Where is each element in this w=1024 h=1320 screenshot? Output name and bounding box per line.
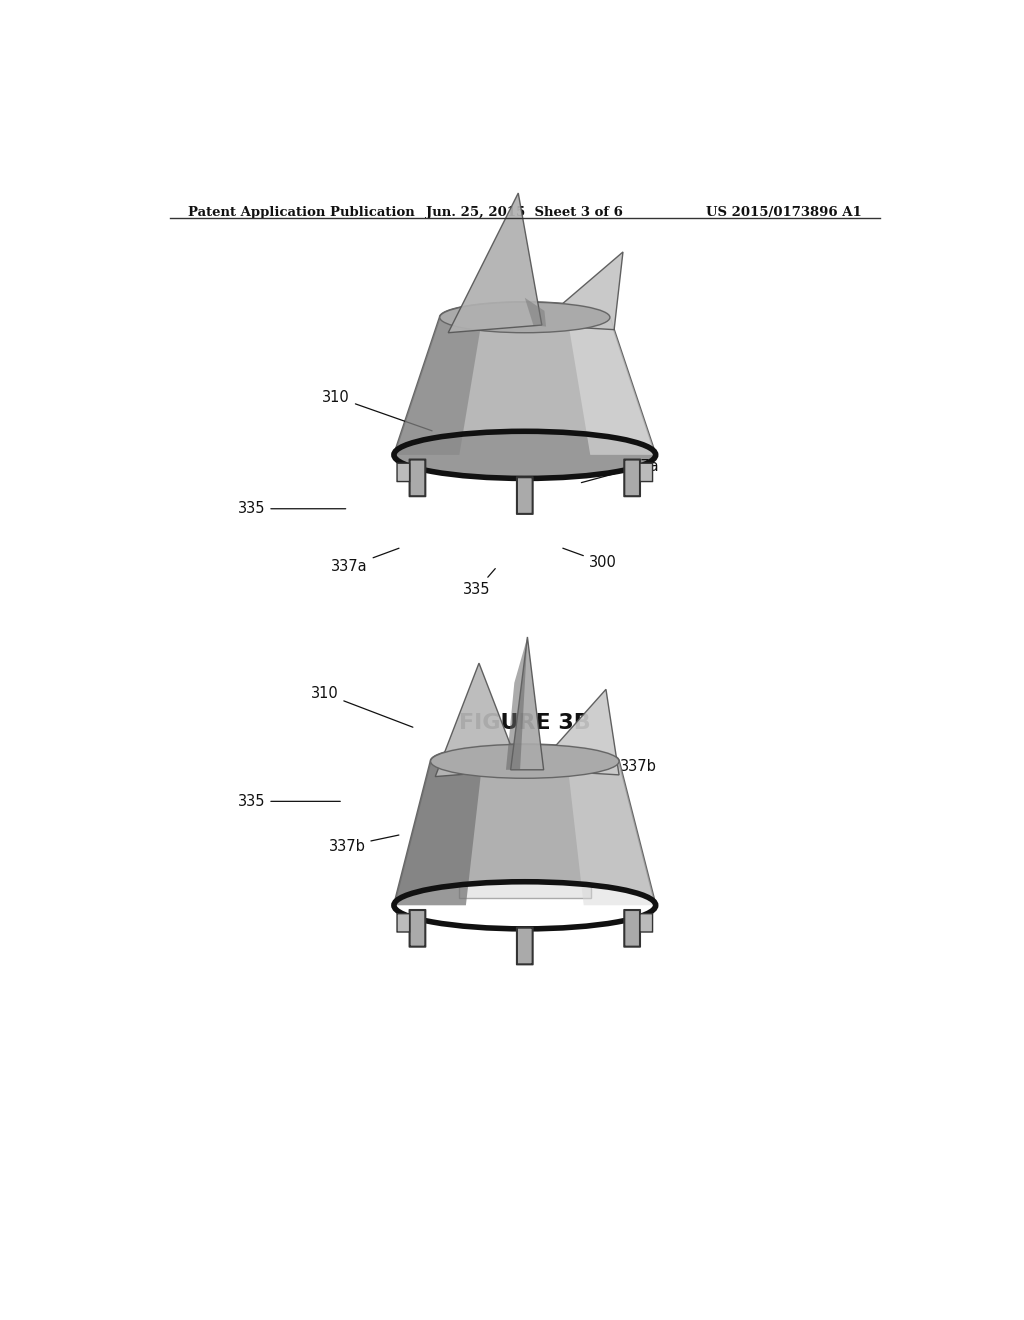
Polygon shape bbox=[394, 317, 482, 455]
FancyBboxPatch shape bbox=[397, 913, 410, 932]
Text: FIGURE 3A: FIGURE 3A bbox=[459, 327, 591, 347]
Text: 337b: 337b bbox=[582, 759, 656, 776]
FancyBboxPatch shape bbox=[625, 459, 640, 496]
Text: 337b: 337b bbox=[329, 836, 399, 854]
FancyBboxPatch shape bbox=[517, 928, 532, 965]
Text: 335: 335 bbox=[238, 502, 346, 516]
Polygon shape bbox=[524, 298, 546, 326]
Text: 310: 310 bbox=[323, 389, 432, 430]
Polygon shape bbox=[506, 638, 527, 770]
Polygon shape bbox=[459, 833, 591, 898]
FancyBboxPatch shape bbox=[640, 913, 652, 932]
Polygon shape bbox=[538, 252, 623, 330]
Polygon shape bbox=[449, 193, 542, 333]
Text: 300: 300 bbox=[563, 548, 616, 570]
Polygon shape bbox=[394, 762, 482, 906]
Text: Patent Application Publication: Patent Application Publication bbox=[188, 206, 415, 219]
FancyBboxPatch shape bbox=[640, 463, 652, 482]
Ellipse shape bbox=[430, 744, 620, 779]
Polygon shape bbox=[535, 689, 620, 775]
FancyBboxPatch shape bbox=[517, 478, 532, 513]
FancyBboxPatch shape bbox=[397, 463, 410, 482]
Text: 335: 335 bbox=[238, 793, 340, 809]
Text: 300: 300 bbox=[560, 836, 605, 854]
Polygon shape bbox=[435, 663, 520, 776]
Text: 335: 335 bbox=[462, 853, 495, 874]
Text: 337a: 337a bbox=[331, 548, 399, 574]
Text: Jun. 25, 2015  Sheet 3 of 6: Jun. 25, 2015 Sheet 3 of 6 bbox=[426, 206, 624, 219]
FancyBboxPatch shape bbox=[410, 459, 425, 496]
Text: 337a: 337a bbox=[582, 459, 660, 483]
FancyBboxPatch shape bbox=[410, 909, 425, 946]
FancyBboxPatch shape bbox=[625, 909, 640, 946]
Ellipse shape bbox=[439, 302, 610, 333]
Text: US 2015/0173896 A1: US 2015/0173896 A1 bbox=[707, 206, 862, 219]
Polygon shape bbox=[567, 317, 655, 455]
Text: 310: 310 bbox=[310, 686, 413, 727]
Polygon shape bbox=[394, 744, 655, 906]
Text: 335: 335 bbox=[463, 569, 496, 597]
Text: FIGURE 3B: FIGURE 3B bbox=[459, 713, 591, 733]
Polygon shape bbox=[567, 762, 655, 906]
Polygon shape bbox=[511, 638, 544, 770]
Ellipse shape bbox=[394, 432, 655, 478]
Polygon shape bbox=[394, 302, 655, 455]
